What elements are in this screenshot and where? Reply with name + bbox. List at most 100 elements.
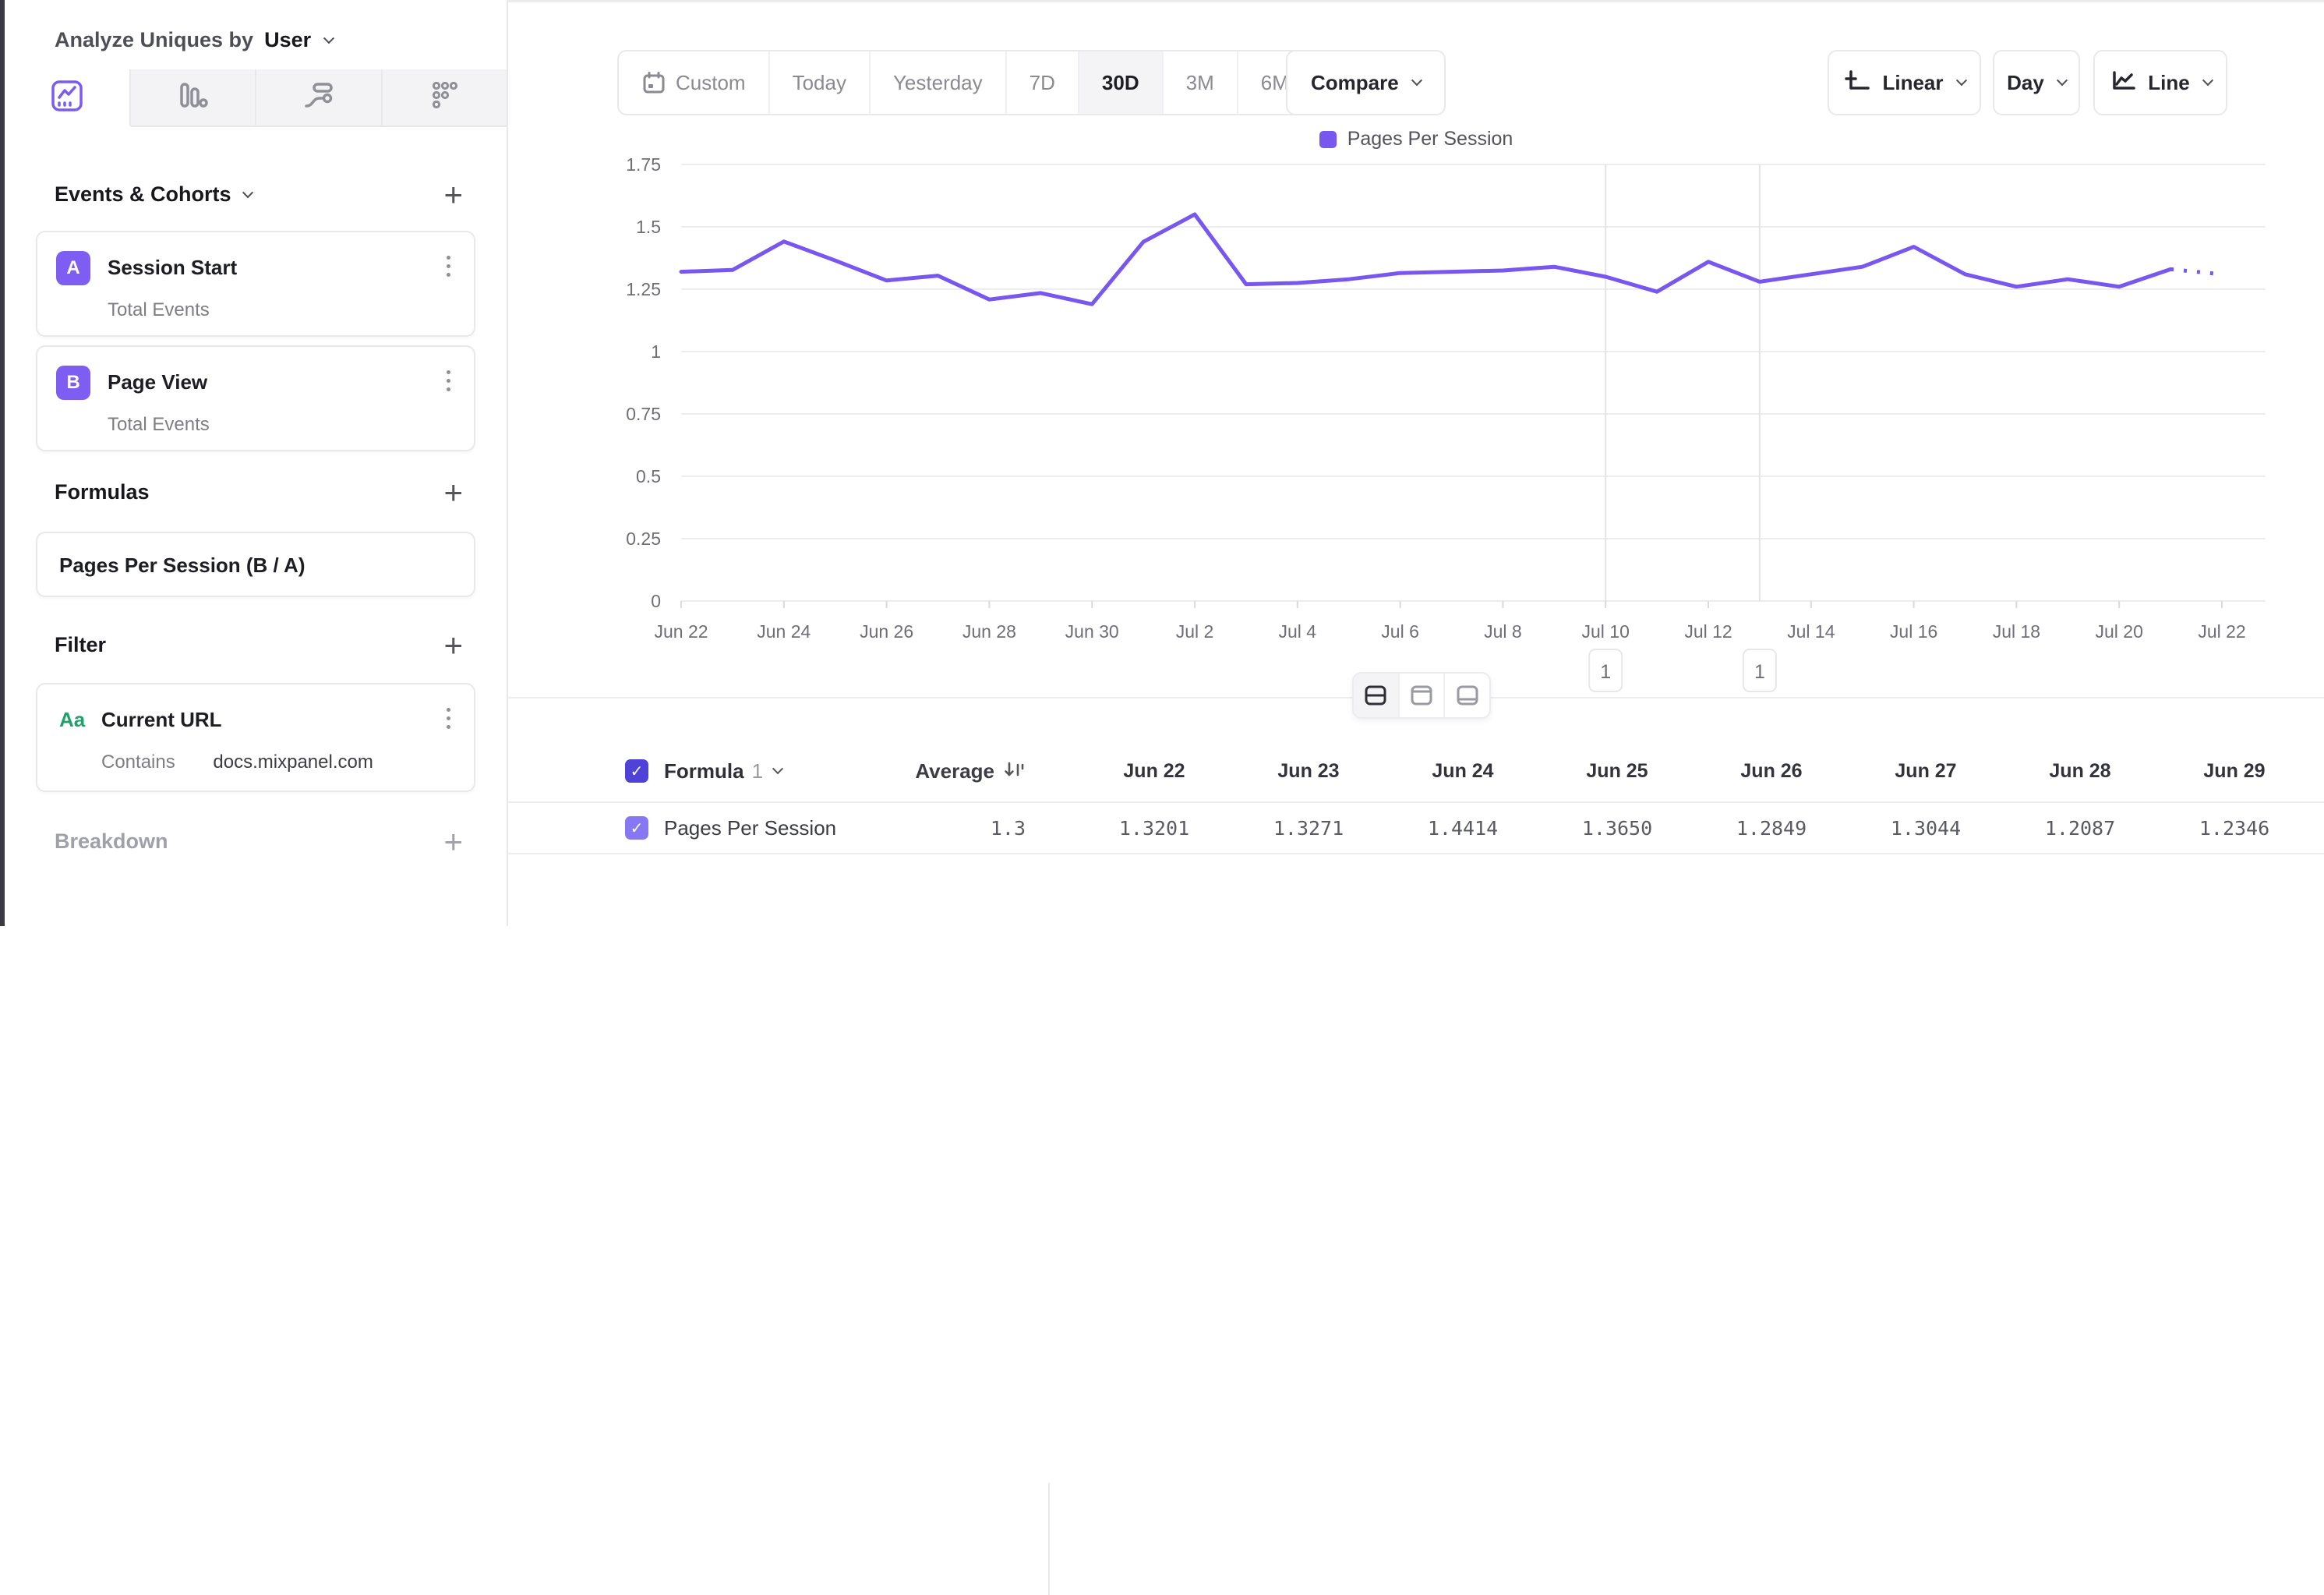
series-checkbox[interactable]: ✓	[625, 816, 648, 840]
y-axis-tick-label: 0.75	[626, 404, 661, 424]
x-axis-tick-label: Jul 20	[2096, 621, 2143, 642]
add-formula-button[interactable]: +	[443, 473, 463, 511]
range-custom[interactable]: Custom	[619, 51, 768, 114]
table-col-header-jun-22[interactable]: Jun 22	[1123, 759, 1185, 782]
interval-button[interactable]: Day	[1993, 50, 2080, 115]
x-axis-tick-label: Jul 22	[2198, 621, 2245, 642]
tab-insights[interactable]	[5, 69, 131, 127]
formula-card[interactable]: Pages Per Session (B / A)	[36, 532, 475, 597]
table-col-header-jun-29[interactable]: Jun 29	[2203, 759, 2266, 782]
table-col-header-jun-25[interactable]: Jun 25	[1586, 759, 1648, 782]
x-axis-tick-label: Jun 30	[1065, 621, 1119, 642]
annotation-badge-count[interactable]: 1	[1600, 661, 1611, 683]
formulas-header: Formulas +	[55, 473, 463, 511]
range-3m[interactable]: 3M	[1161, 51, 1237, 114]
view-chart-only-button[interactable]	[1397, 674, 1444, 717]
tab-funnels[interactable]	[130, 69, 256, 127]
filter-condition[interactable]: Contains docs.mixpanel.com	[101, 752, 373, 773]
funnels-bars-icon	[175, 79, 210, 117]
table-value-jun-22: 1.3201	[1118, 816, 1190, 840]
table-col-header-jun-27[interactable]: Jun 27	[1895, 759, 1957, 782]
event-measure[interactable]: Total Events	[108, 299, 210, 320]
query-builder-sidebar: Analyze Uniques by User	[5, 0, 508, 926]
tab-flows[interactable]	[256, 69, 383, 127]
kebab-menu-icon[interactable]	[443, 705, 454, 732]
formulas-title: Formulas	[55, 480, 150, 504]
analyze-uniques-row: Analyze Uniques by User	[55, 28, 335, 52]
y-axis-tick-label: 0.5	[636, 466, 661, 486]
table-value-jun-29: 1.2346	[2199, 816, 2270, 840]
range-7d[interactable]: 7D	[1005, 51, 1078, 114]
table-data-row[interactable]: ✓ Pages Per Session 1.3 1.3201 1.3271 1.44…	[508, 803, 2324, 854]
table-value-jun-26: 1.2849	[1736, 816, 1807, 840]
view-split-button[interactable]	[1354, 674, 1398, 717]
x-axis-tick-label: Jun 28	[962, 621, 1016, 642]
formula-name: Pages Per Session (B / A)	[59, 553, 306, 577]
view-table-only-button[interactable]	[1443, 674, 1489, 717]
table-value-jun-25: 1.3650	[1581, 816, 1653, 840]
chart-type-label: Line	[2148, 70, 2190, 94]
event-card-page-view[interactable]: B Page View Total Events	[36, 345, 475, 451]
chevron-down-icon	[772, 763, 784, 775]
filter-operator[interactable]: Contains	[101, 752, 175, 773]
chevron-down-icon[interactable]	[242, 186, 253, 198]
range-today[interactable]: Today	[768, 51, 869, 114]
filter-value[interactable]: docs.mixpanel.com	[213, 752, 373, 773]
chart-type-button[interactable]: Line	[2093, 50, 2227, 115]
annotation-badge[interactable]	[1588, 649, 1623, 692]
scale-label: Linear	[1882, 70, 1944, 94]
y-axis-tick-label: 0	[651, 591, 661, 611]
sort-icon[interactable]	[1002, 758, 1026, 785]
y-axis-tick-label: 1.5	[636, 217, 661, 237]
range-yesterday[interactable]: Yesterday	[868, 51, 1005, 114]
average-column-header[interactable]: Average	[915, 759, 994, 783]
line-chart-icon	[2109, 68, 2137, 98]
average-value: 1.3	[990, 816, 1026, 840]
x-axis-tick-label: Jun 22	[654, 621, 708, 642]
scale-button[interactable]: Linear	[1828, 50, 1981, 115]
series-line[interactable]	[679, 212, 2173, 306]
add-filter-button[interactable]: +	[443, 626, 463, 663]
add-breakdown-button[interactable]: +	[443, 822, 463, 860]
x-axis-tick-label: Jul 10	[1582, 621, 1630, 642]
kebab-menu-icon[interactable]	[443, 367, 454, 394]
filter-card-current-url[interactable]: Aa Current URL Contains docs.mixpanel.co…	[36, 683, 475, 792]
x-axis-tick-label: Jul 14	[1787, 621, 1835, 642]
report-main-area: CustomTodayYesterday7D30D3M6M12M Compare…	[508, 0, 2324, 1595]
events-cohorts-header: Events & Cohorts +	[55, 175, 463, 213]
results-table: ✓ Formula 1 Average Jun 2	[508, 741, 2324, 1595]
add-event-button[interactable]: +	[443, 175, 463, 213]
annotation-badge-count[interactable]: 1	[1754, 661, 1765, 683]
x-axis-tick-label: Jul 16	[1890, 621, 1937, 642]
formula-selector-number: 1	[751, 759, 764, 783]
series-line-incomplete[interactable]	[2170, 267, 2223, 277]
compare-label: Compare	[1311, 70, 1399, 94]
table-header-row: ✓ Formula 1 Average Jun 2	[508, 741, 2324, 803]
range-30d[interactable]: 30D	[1077, 51, 1162, 114]
filter-header: Filter +	[55, 626, 463, 663]
filter-title: Filter	[55, 633, 107, 656]
range-6m[interactable]: 6M	[1236, 51, 1312, 114]
breakdown-title: Breakdown	[55, 829, 168, 853]
x-axis-tick-label: Jul 4	[1279, 621, 1317, 642]
event-name: Session Start	[108, 256, 238, 279]
table-col-header-jun-23[interactable]: Jun 23	[1277, 759, 1340, 782]
table-value-jun-28: 1.2087	[2044, 816, 2116, 840]
annotation-badge[interactable]	[1742, 649, 1777, 692]
table-col-header-jun-26[interactable]: Jun 26	[1740, 759, 1803, 782]
formula-selector-label[interactable]: Formula	[664, 759, 744, 783]
compare-button[interactable]: Compare	[1286, 50, 1446, 115]
kebab-menu-icon[interactable]	[443, 253, 454, 280]
insights-chart-icon	[50, 79, 84, 117]
event-card-session-start[interactable]: A Session Start Total Events	[36, 231, 475, 337]
y-axis-tick-label: 1	[651, 341, 661, 362]
analyze-uniques-value-dropdown[interactable]: User	[264, 28, 312, 51]
tab-retention[interactable]	[382, 69, 507, 127]
table-col-header-jun-24[interactable]: Jun 24	[1432, 759, 1494, 782]
x-axis-tick-label: Jul 8	[1484, 621, 1522, 642]
select-all-checkbox[interactable]: ✓	[625, 759, 648, 783]
table-col-header-jun-28[interactable]: Jun 28	[2049, 759, 2111, 782]
event-measure[interactable]: Total Events	[108, 414, 210, 435]
table-average-divider	[1048, 1483, 1050, 1595]
